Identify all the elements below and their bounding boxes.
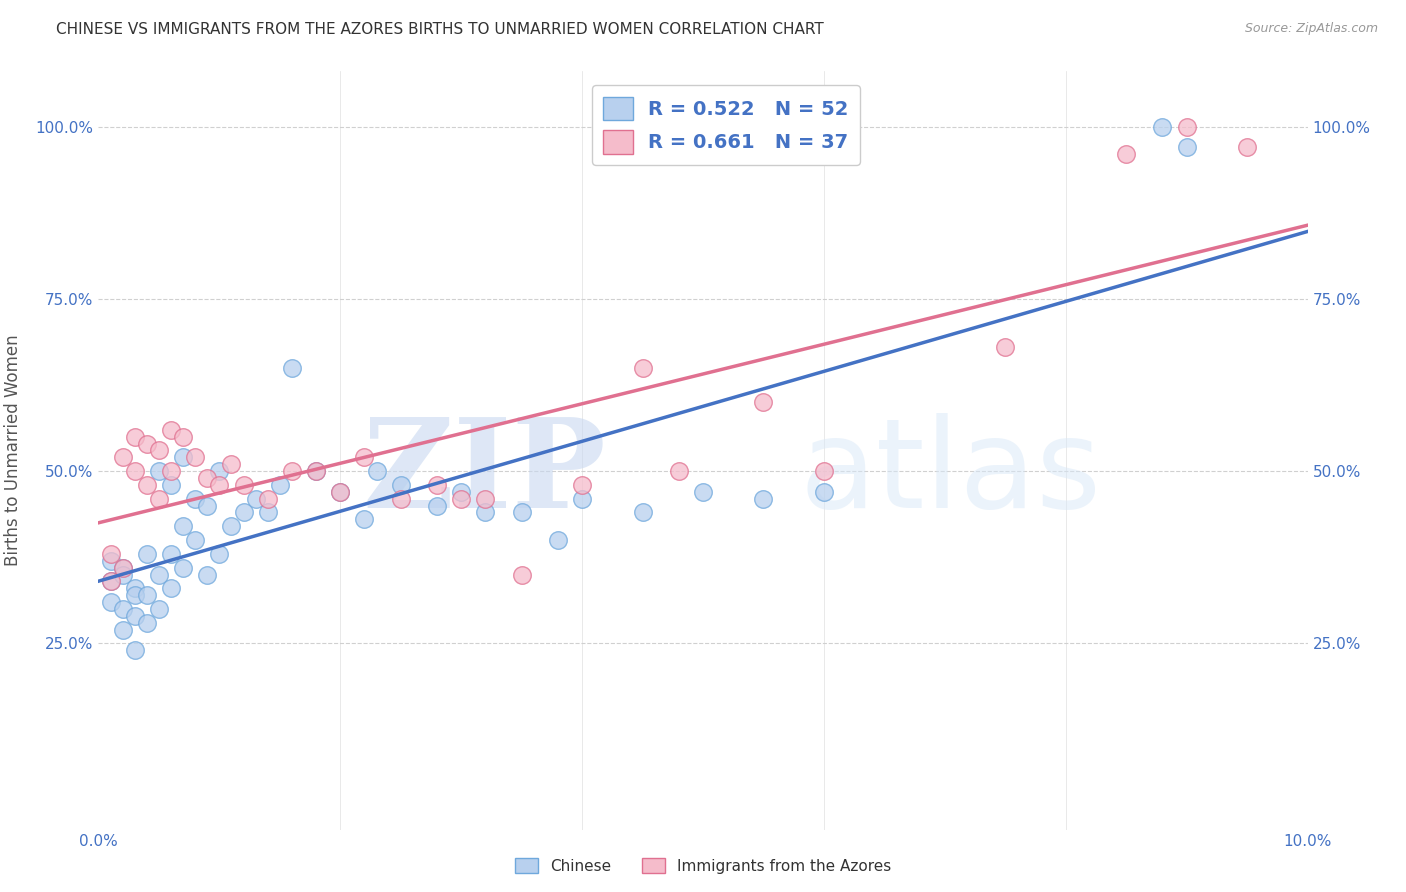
Point xyxy=(208,478,231,492)
Y-axis label: Births to Unmarried Women: Births to Unmarried Women xyxy=(4,334,21,566)
Point xyxy=(195,471,218,485)
Point xyxy=(1115,147,1137,161)
Point xyxy=(281,464,304,478)
Point xyxy=(111,567,134,582)
Point xyxy=(426,499,449,513)
Point xyxy=(124,582,146,596)
Point xyxy=(1152,120,1174,134)
Point xyxy=(195,567,218,582)
Point xyxy=(124,464,146,478)
Point xyxy=(571,478,593,492)
Point xyxy=(160,423,183,437)
Point xyxy=(510,506,533,520)
Point xyxy=(195,499,218,513)
Point xyxy=(148,491,170,506)
Point xyxy=(135,478,157,492)
Point xyxy=(1236,140,1258,154)
Point xyxy=(135,615,157,630)
Point xyxy=(571,491,593,506)
Point xyxy=(269,478,291,492)
Point xyxy=(135,436,157,450)
Text: ZIP: ZIP xyxy=(363,413,606,533)
Point xyxy=(353,512,375,526)
Point xyxy=(172,450,194,465)
Point xyxy=(100,595,122,609)
Point xyxy=(148,464,170,478)
Point xyxy=(329,484,352,499)
Point xyxy=(111,602,134,616)
Point xyxy=(148,443,170,458)
Point xyxy=(160,582,183,596)
Point xyxy=(450,491,472,506)
Point xyxy=(111,560,134,574)
Point xyxy=(631,506,654,520)
Point xyxy=(692,484,714,499)
Point xyxy=(111,560,134,574)
Point xyxy=(111,623,134,637)
Point xyxy=(474,506,496,520)
Point xyxy=(813,484,835,499)
Point xyxy=(208,464,231,478)
Point xyxy=(135,547,157,561)
Point xyxy=(426,478,449,492)
Point xyxy=(450,484,472,499)
Point xyxy=(256,491,278,506)
Point xyxy=(353,450,375,465)
Point xyxy=(668,464,690,478)
Point xyxy=(172,560,194,574)
Point xyxy=(1175,140,1198,154)
Point xyxy=(221,457,243,471)
Point xyxy=(366,464,388,478)
Point xyxy=(221,519,243,533)
Point xyxy=(172,430,194,444)
Point xyxy=(389,491,412,506)
Point xyxy=(148,567,170,582)
Text: Source: ZipAtlas.com: Source: ZipAtlas.com xyxy=(1244,22,1378,36)
Point xyxy=(172,519,194,533)
Point xyxy=(160,464,183,478)
Point xyxy=(100,554,122,568)
Point xyxy=(184,491,207,506)
Legend: Chinese, Immigrants from the Azores: Chinese, Immigrants from the Azores xyxy=(509,852,897,880)
Point xyxy=(124,588,146,602)
Point xyxy=(160,547,183,561)
Point xyxy=(111,450,134,465)
Point xyxy=(160,478,183,492)
Point xyxy=(208,547,231,561)
Point xyxy=(100,547,122,561)
Point xyxy=(547,533,569,547)
Point xyxy=(100,574,122,589)
Point xyxy=(813,464,835,478)
Text: atlas: atlas xyxy=(800,413,1102,533)
Point xyxy=(329,484,352,499)
Point xyxy=(184,533,207,547)
Legend: R = 0.522   N = 52, R = 0.661   N = 37: R = 0.522 N = 52, R = 0.661 N = 37 xyxy=(592,85,860,165)
Point xyxy=(305,464,328,478)
Point xyxy=(305,464,328,478)
Point xyxy=(752,395,775,409)
Point xyxy=(994,340,1017,354)
Point xyxy=(135,588,157,602)
Point xyxy=(245,491,267,506)
Point xyxy=(510,567,533,582)
Point xyxy=(148,602,170,616)
Point xyxy=(474,491,496,506)
Point xyxy=(752,491,775,506)
Point xyxy=(100,574,122,589)
Text: CHINESE VS IMMIGRANTS FROM THE AZORES BIRTHS TO UNMARRIED WOMEN CORRELATION CHAR: CHINESE VS IMMIGRANTS FROM THE AZORES BI… xyxy=(56,22,824,37)
Point xyxy=(124,608,146,623)
Point xyxy=(232,506,254,520)
Point xyxy=(184,450,207,465)
Point xyxy=(232,478,254,492)
Point xyxy=(124,643,146,657)
Point xyxy=(281,360,304,375)
Point xyxy=(631,360,654,375)
Point xyxy=(256,506,278,520)
Point xyxy=(124,430,146,444)
Point xyxy=(1175,120,1198,134)
Point xyxy=(389,478,412,492)
